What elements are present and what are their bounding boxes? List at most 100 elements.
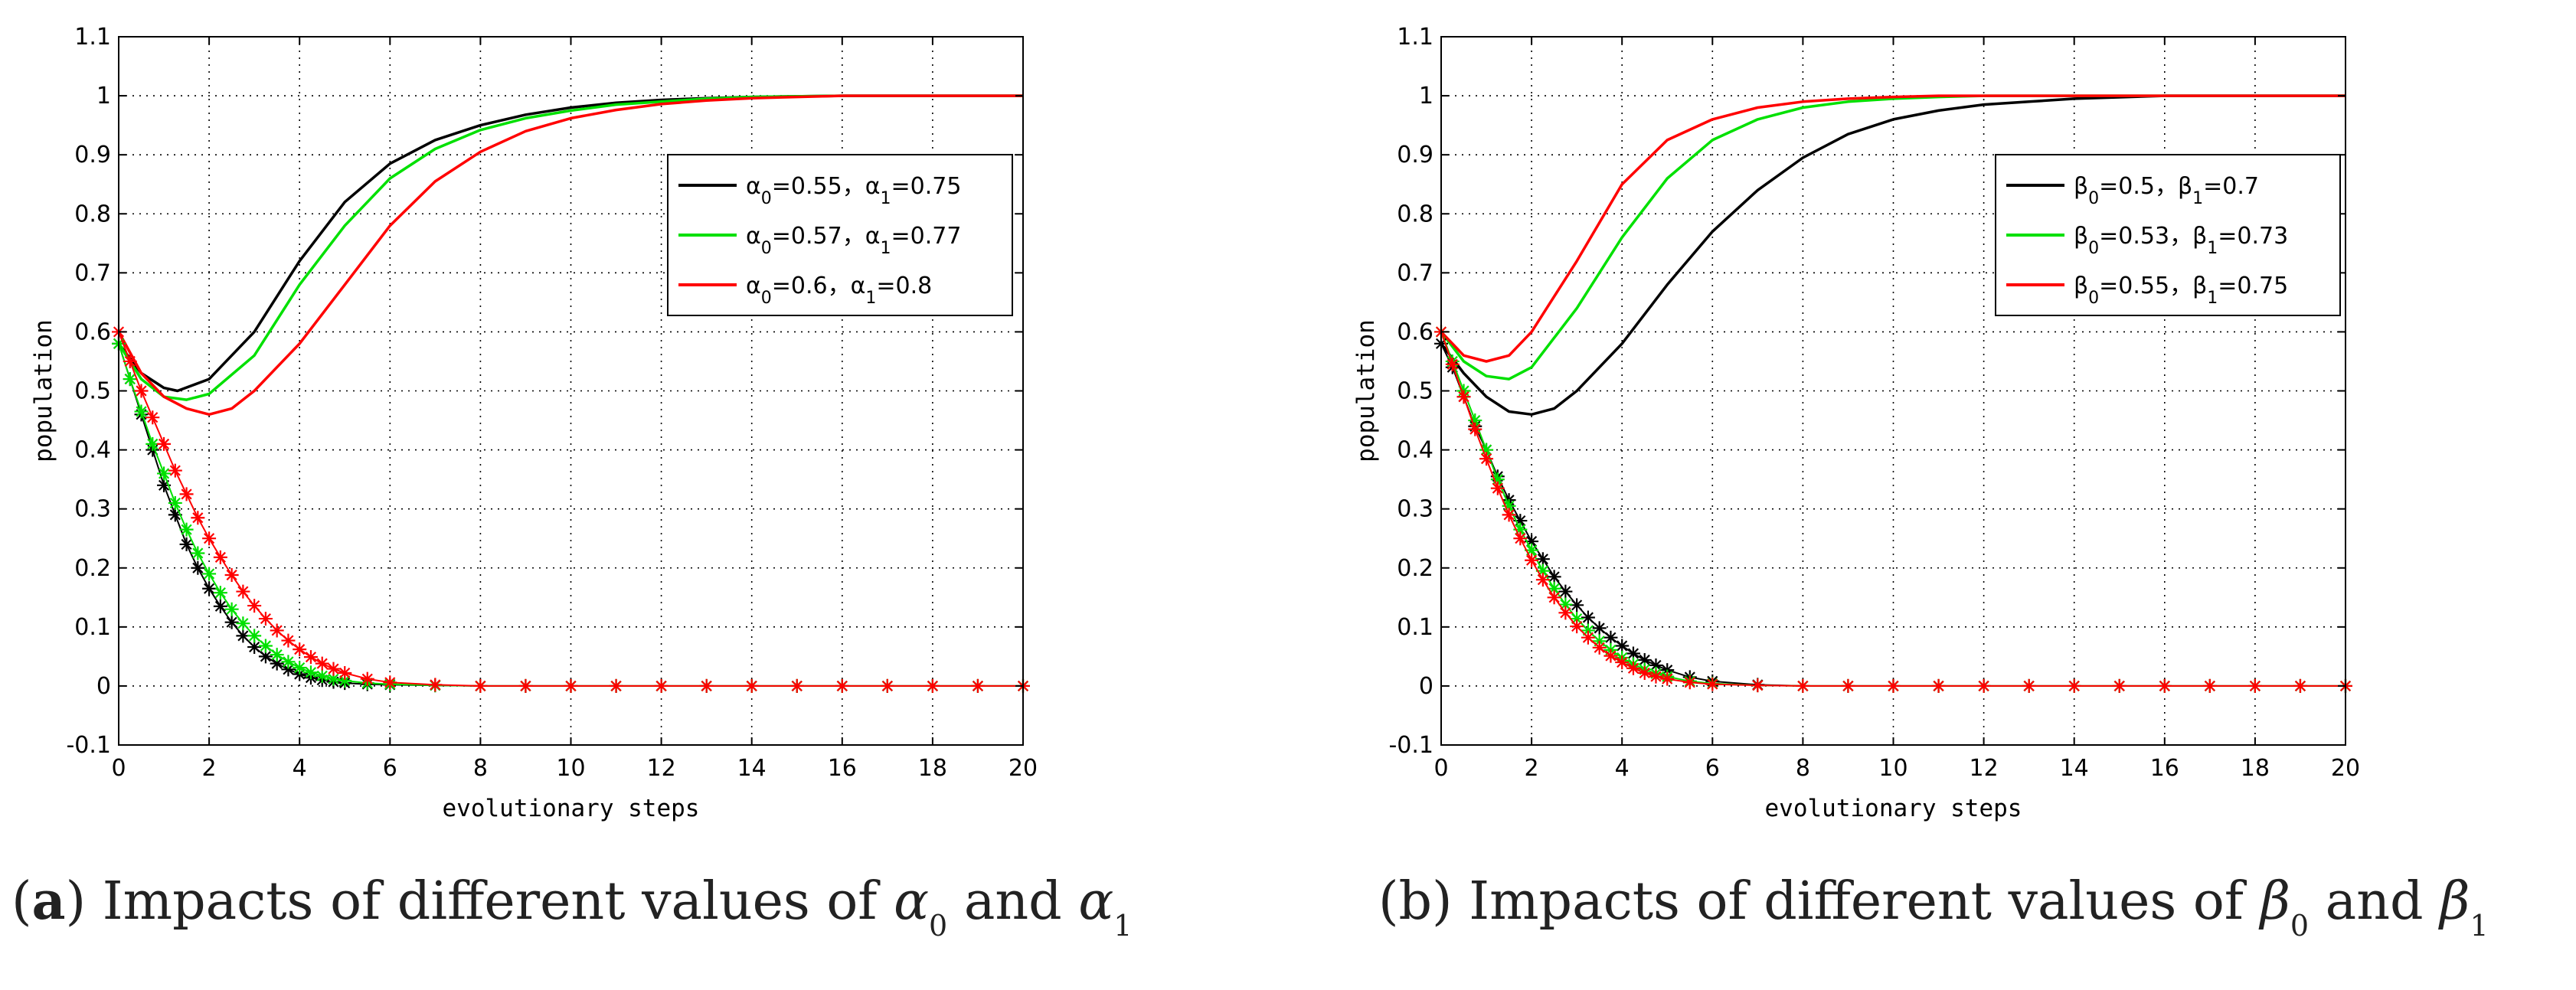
- caption: (b) Impacts of different values of β0 an…: [1378, 871, 2489, 943]
- y-tick-label: 0.2: [1397, 555, 1433, 582]
- y-tick-label: 0.6: [74, 319, 111, 345]
- y-tick-label: 0: [1419, 673, 1433, 700]
- data-point: [1592, 640, 1607, 655]
- data-point: [1592, 621, 1607, 635]
- data-point: [789, 678, 804, 693]
- data-point: [744, 678, 759, 693]
- legend-symbol: β: [2192, 223, 2207, 250]
- x-tick-label: 10: [556, 755, 585, 782]
- data-point: [224, 602, 239, 616]
- x-tick-label: 12: [647, 755, 676, 782]
- data-point: [179, 522, 194, 537]
- data-point: [270, 656, 284, 671]
- data-point: [1796, 678, 1810, 693]
- legend-value: =0.7: [2203, 173, 2259, 200]
- data-point: [1547, 590, 1561, 605]
- x-tick-label: 2: [202, 755, 217, 782]
- caption-subscript: 0: [2290, 909, 2309, 943]
- data-point: [518, 678, 533, 693]
- data-point: [609, 678, 623, 693]
- data-point: [157, 466, 172, 481]
- data-point: [258, 612, 273, 626]
- data-point: [360, 671, 374, 686]
- x-axis-label: evolutionary steps: [443, 795, 700, 822]
- data-point: [224, 568, 239, 582]
- data-point: [1976, 678, 1991, 693]
- data-point: [270, 648, 284, 662]
- legend-label: α0=0.55，α1=0.75: [746, 173, 961, 208]
- data-point: [2112, 678, 2127, 693]
- data-point: [1626, 661, 1640, 675]
- legend-symbol: β: [2192, 273, 2207, 299]
- legend: α0=0.55，α1=0.75α0=0.57，α1=0.77α0=0.6，α1=…: [667, 154, 1013, 316]
- data-point: [2157, 678, 2172, 693]
- series-markers-3: [1434, 336, 2352, 693]
- data-point: [1581, 630, 1595, 645]
- data-point: [1479, 443, 1494, 457]
- data-point: [1558, 597, 1573, 612]
- legend-value: =0.55，: [2099, 273, 2192, 299]
- data-point: [191, 546, 205, 560]
- x-axis-label: evolutionary steps: [1765, 795, 2022, 822]
- ticks: 0 2 4 6 8 10 12 14 16 18 20-0.100.10.20.30.40.50.6…: [66, 24, 1038, 782]
- legend-label: β0=0.53，β1=0.73: [2074, 223, 2288, 258]
- legend-symbol: α: [865, 173, 881, 200]
- data-point: [1637, 653, 1652, 667]
- data-point: [281, 662, 296, 677]
- data-point: [1490, 472, 1505, 487]
- data-point: [258, 639, 273, 653]
- x-tick-label: 18: [2241, 755, 2270, 782]
- data-point: [1445, 357, 1460, 371]
- data-point: [1682, 675, 1697, 690]
- data-point: [1513, 514, 1528, 528]
- legend-symbol: β: [2074, 223, 2088, 250]
- y-tick-label: 0: [96, 673, 111, 700]
- data-point: [2293, 678, 2307, 693]
- data-point: [970, 678, 985, 693]
- x-tick-label: 6: [1705, 755, 1720, 782]
- series-markers-4: [112, 336, 1030, 693]
- x-tick-label: 18: [918, 755, 947, 782]
- data-point: [303, 665, 318, 680]
- caption-bold: a: [32, 871, 66, 932]
- y-tick-label: 0.8: [74, 201, 111, 227]
- data-point: [247, 640, 262, 655]
- data-point: [281, 633, 296, 648]
- data-point: [654, 678, 669, 693]
- caption-symbol: α: [894, 871, 929, 932]
- series-marker-line-3: [1440, 343, 2346, 687]
- data-point: [270, 623, 284, 638]
- x-tick-label: 14: [2060, 755, 2089, 782]
- x-tick-label: 4: [293, 755, 307, 782]
- data-point: [1535, 573, 1550, 587]
- data-point: [1615, 639, 1630, 653]
- legend-subscript: 1: [2207, 289, 2218, 308]
- data-point: [1570, 598, 1584, 613]
- y-tick-label: 0.7: [74, 260, 111, 286]
- legend-value: =0.75: [891, 173, 962, 200]
- x-tick-label: 14: [737, 755, 767, 782]
- legend-value: =0.77: [891, 223, 962, 250]
- caption-text: (b) Impacts of different values of: [1378, 871, 2261, 932]
- caption-subscript: 0: [929, 909, 947, 943]
- legend-subscript: 0: [761, 189, 772, 208]
- data-point: [1581, 623, 1595, 638]
- data-point: [179, 487, 194, 502]
- legend-subscript: 1: [2207, 239, 2218, 258]
- data-point: [123, 372, 137, 387]
- y-tick-label: 1: [1419, 83, 1433, 109]
- caption: (a) Impacts of different values of α0 an…: [11, 871, 1132, 943]
- data-point: [1931, 678, 1946, 693]
- data-point: [179, 537, 194, 551]
- x-tick-label: 4: [1615, 755, 1630, 782]
- data-point: [2022, 678, 2036, 693]
- y-tick-label: 0.4: [1397, 437, 1433, 464]
- y-tick-label: 0.9: [74, 142, 111, 168]
- legend-subscript: 1: [881, 239, 891, 258]
- caption-symbol: β: [2258, 871, 2290, 932]
- y-tick-label: 0.8: [1397, 201, 1433, 227]
- data-point: [925, 678, 940, 693]
- data-point: [1581, 610, 1595, 625]
- legend-symbol: α: [746, 273, 761, 299]
- data-point: [213, 550, 227, 564]
